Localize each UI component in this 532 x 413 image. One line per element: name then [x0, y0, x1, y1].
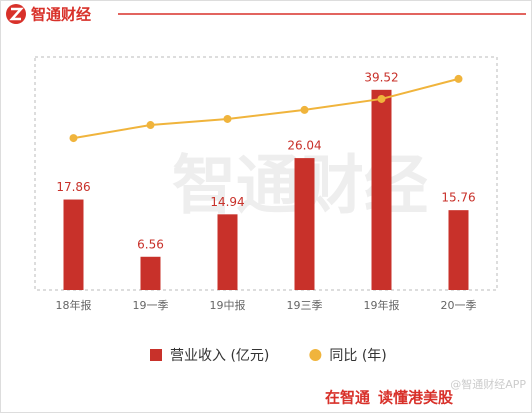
brand: 智通财经 [31, 6, 91, 24]
point [223, 114, 232, 123]
legend-label: 同比 (年) [329, 348, 386, 364]
bar [217, 214, 238, 290]
x-tick-label: 19中报 [210, 298, 246, 312]
x-tick-label: 20一季 [441, 299, 477, 312]
point [377, 94, 386, 103]
x-tick-label: 19一季 [133, 299, 169, 312]
bar [448, 210, 469, 290]
plot-frame [34, 56, 498, 291]
value-label: 14.94 [210, 195, 244, 209]
legend-label: 营业收入 (亿元) [170, 348, 269, 364]
legend-swatch [309, 349, 322, 361]
bar [63, 199, 84, 290]
point [300, 105, 309, 114]
slogan: 在智通 [325, 389, 370, 407]
point [454, 74, 463, 83]
bar [294, 158, 315, 290]
legend-swatch [150, 349, 162, 361]
bar [140, 256, 161, 290]
x-tick-label: 19年报 [364, 298, 400, 312]
point [69, 134, 78, 143]
value-label: 26.04 [287, 139, 321, 153]
line [73, 77, 459, 140]
x-tick-label: 18年报 [56, 298, 92, 312]
x-tick-label: 19三季 [287, 299, 323, 312]
handle: @智通财经APP [450, 377, 526, 391]
value-label: 6.56 [137, 237, 164, 251]
slogan: 读懂港美股 [378, 389, 454, 407]
value-label: 39.52 [364, 70, 398, 84]
bar [371, 89, 392, 291]
value-label: 15.76 [441, 191, 475, 205]
value-label: 17.86 [56, 180, 90, 194]
point [146, 121, 155, 130]
logo-mark [9, 7, 24, 21]
